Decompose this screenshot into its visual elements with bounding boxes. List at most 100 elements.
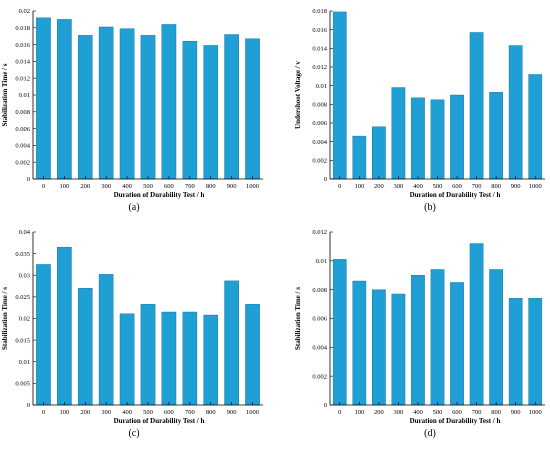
bar bbox=[203, 45, 219, 180]
bar bbox=[98, 274, 114, 406]
bar bbox=[245, 38, 260, 180]
y-tick-label: 0.018 bbox=[15, 25, 30, 32]
x-tick-label: 0 bbox=[42, 183, 45, 190]
y-tick-label: 0.04 bbox=[19, 229, 31, 236]
bar bbox=[57, 19, 72, 180]
x-tick-label: 0 bbox=[42, 409, 45, 416]
bar bbox=[119, 28, 135, 180]
x-tick-label: 900 bbox=[511, 409, 521, 416]
y-tick-label: 0.012 bbox=[312, 229, 327, 236]
y-tick-label: 0 bbox=[27, 402, 30, 409]
x-axis-label: Duration of Durability Test / h bbox=[410, 191, 501, 199]
panel-label: (a) bbox=[128, 202, 139, 213]
bar bbox=[430, 99, 445, 180]
y-tick-label: 0.01 bbox=[316, 258, 327, 265]
bar bbox=[352, 280, 367, 406]
x-tick-label: 1000 bbox=[529, 183, 542, 190]
y-tick-label: 0.025 bbox=[15, 294, 30, 301]
x-tick-label: 600 bbox=[164, 183, 174, 190]
bar bbox=[119, 313, 135, 406]
y-tick-label: 0.035 bbox=[15, 251, 30, 258]
panel-label: (b) bbox=[424, 202, 436, 213]
y-tick-label: 0.008 bbox=[15, 109, 30, 116]
bar bbox=[224, 34, 239, 180]
x-tick-label: 800 bbox=[206, 183, 216, 190]
bar bbox=[332, 11, 347, 180]
y-axis-label: Stabilization Time / s bbox=[1, 63, 9, 126]
x-tick-label: 500 bbox=[143, 409, 153, 416]
x-tick-label: 200 bbox=[374, 183, 384, 190]
x-tick-label: 600 bbox=[164, 409, 174, 416]
bar bbox=[469, 243, 484, 406]
bar bbox=[489, 91, 503, 180]
chart-panel-a: 0 0.002 0.004 0.006 0.008 0.01 0.012 0.014 0.016… bbox=[1, 8, 263, 213]
x-tick-label: 400 bbox=[122, 183, 132, 190]
x-axis-label: Duration of Durability Test / h bbox=[410, 417, 501, 425]
y-tick-label: 0 bbox=[27, 176, 30, 183]
bar bbox=[182, 41, 198, 180]
y-tick-label: 0 bbox=[324, 176, 327, 183]
x-tick-label: 400 bbox=[122, 409, 132, 416]
y-axis-label: Stabilization Time / s bbox=[294, 287, 302, 350]
y-tick-label: 0.014 bbox=[15, 59, 30, 66]
bar bbox=[57, 246, 72, 406]
y-tick-label: 0.01 bbox=[19, 92, 30, 99]
bar bbox=[372, 289, 386, 406]
y-tick-label: 0.006 bbox=[15, 126, 30, 133]
y-tick-label: 0.01 bbox=[316, 83, 327, 90]
y-tick-label: 0.03 bbox=[19, 272, 30, 279]
x-tick-label: 900 bbox=[227, 409, 237, 416]
x-tick-label: 400 bbox=[413, 409, 423, 416]
x-tick-label: 300 bbox=[394, 183, 404, 190]
bar bbox=[36, 264, 51, 406]
x-tick-label: 0 bbox=[338, 183, 341, 190]
x-tick-label: 100 bbox=[354, 409, 364, 416]
x-tick-label: 1000 bbox=[529, 409, 542, 416]
y-tick-label: 0.02 bbox=[19, 8, 30, 15]
y-tick-label: 0.016 bbox=[312, 27, 327, 34]
x-tick-label: 100 bbox=[59, 183, 69, 190]
bar bbox=[489, 269, 503, 406]
x-tick-label: 300 bbox=[101, 183, 111, 190]
y-tick-label: 0.006 bbox=[312, 120, 327, 127]
bar bbox=[450, 282, 464, 406]
bar bbox=[77, 35, 93, 180]
bar bbox=[391, 293, 406, 406]
bar bbox=[508, 298, 523, 406]
bar bbox=[77, 288, 93, 406]
x-tick-label: 0 bbox=[338, 409, 341, 416]
x-tick-label: 300 bbox=[101, 409, 111, 416]
x-tick-label: 400 bbox=[413, 183, 423, 190]
x-tick-label: 500 bbox=[433, 183, 443, 190]
y-tick-label: 0.004 bbox=[312, 345, 327, 352]
x-tick-label: 600 bbox=[452, 183, 462, 190]
bar bbox=[224, 280, 239, 406]
y-tick-label: 0.012 bbox=[15, 75, 30, 82]
bar bbox=[332, 259, 347, 406]
bar bbox=[140, 35, 156, 180]
panel-label: (c) bbox=[128, 428, 139, 439]
bar bbox=[430, 269, 445, 406]
x-tick-label: 100 bbox=[59, 409, 69, 416]
x-axis-label: Duration of Durability Test / h bbox=[114, 417, 205, 425]
chart-panel-c: 0 0.005 0.01 0.015 0.02 0.025 0.03 0.035 0.04 0 10… bbox=[1, 229, 263, 439]
y-tick-label: 0.004 bbox=[15, 143, 30, 150]
bar bbox=[140, 304, 156, 406]
y-tick-label: 0.004 bbox=[312, 139, 327, 146]
y-tick-label: 0.006 bbox=[312, 316, 327, 323]
y-tick-label: 0.01 bbox=[19, 359, 30, 366]
y-tick-label: 0.002 bbox=[15, 159, 30, 166]
x-tick-label: 700 bbox=[472, 409, 482, 416]
x-tick-label: 500 bbox=[143, 183, 153, 190]
bar bbox=[469, 32, 484, 180]
x-tick-label: 1000 bbox=[246, 409, 259, 416]
y-tick-label: 0.002 bbox=[312, 158, 327, 165]
y-tick-label: 0 bbox=[324, 402, 327, 409]
chart-panel-b: 0 0.002 0.004 0.006 0.008 0.01 0.012 0.014 0.016… bbox=[294, 8, 545, 213]
panel-label: (d) bbox=[424, 428, 436, 439]
y-tick-label: 0.014 bbox=[312, 46, 327, 53]
y-tick-label: 0.002 bbox=[312, 373, 327, 380]
bar bbox=[528, 298, 543, 406]
bar bbox=[391, 87, 406, 180]
